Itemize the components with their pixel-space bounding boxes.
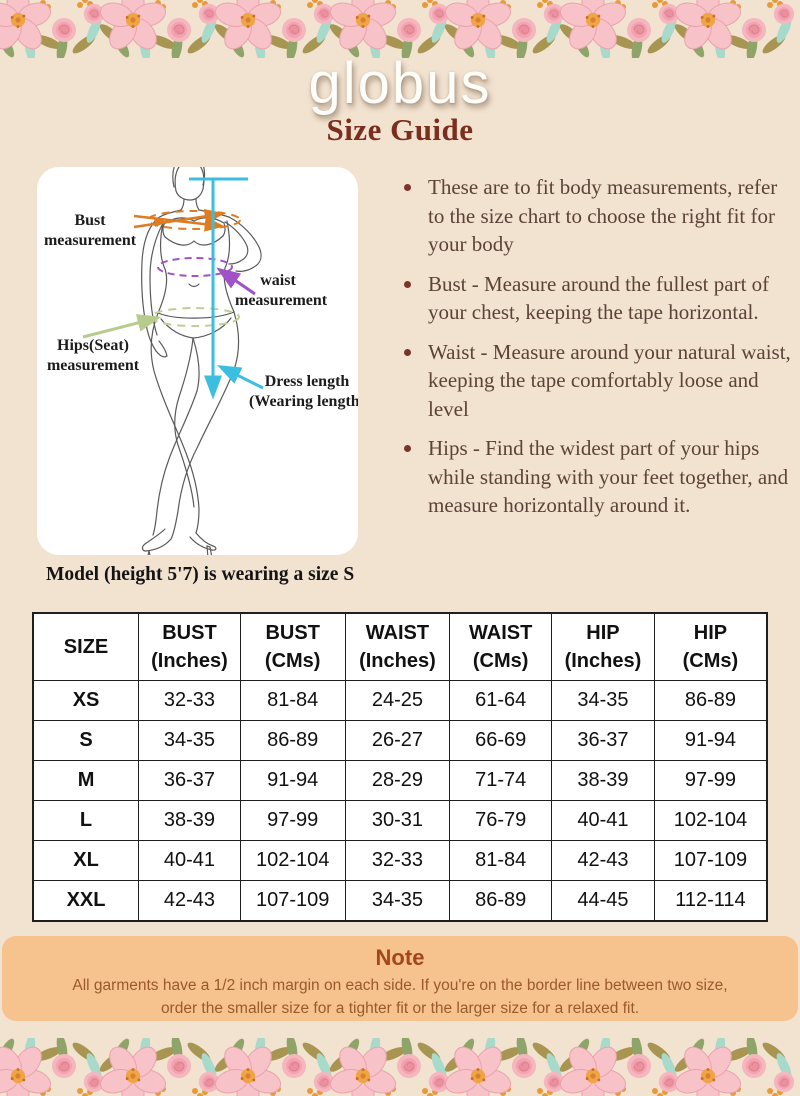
hips-measurement-label: Hips(Seat) measurement [46, 337, 140, 374]
table-header-row: SIZE BUST (Inches) BUST (CMs) WAIST (Inches… [32, 612, 768, 681]
brand-logo: globus [308, 51, 492, 116]
table-cell: 26-27 [344, 720, 451, 761]
table-cell: 38-39 [551, 760, 655, 801]
instruction-text: Hips - Find the widest part of your hips… [428, 436, 789, 517]
instruction-text: Waist - Measure around your natural wais… [428, 339, 791, 421]
note-panel: Note All garments have a 1/2 inch margin… [2, 936, 798, 1021]
table-cell: 34-35 [551, 680, 655, 721]
table-header-cell: SIZE [32, 612, 140, 681]
table-cell: 97-99 [239, 800, 346, 841]
hips-arrow-icon [82, 307, 240, 339]
size-cell: XXL [32, 880, 140, 922]
size-cell: M [32, 760, 140, 801]
table-cell: 36-37 [138, 760, 241, 801]
instructions-list: These are to fit body measurements, refe… [402, 173, 798, 531]
table-header-cell: WAIST (CMs) [449, 612, 553, 681]
size-cell: S [32, 720, 140, 761]
table-row: XL 40-41 102-104 32-33 81-84 42-43 107-1… [32, 840, 768, 881]
table-header-cell: BUST (CMs) [239, 612, 346, 681]
table-cell: 30-31 [344, 800, 451, 841]
table-cell: 97-99 [653, 760, 768, 801]
size-cell: L [32, 800, 140, 841]
table-cell: 28-29 [344, 760, 451, 801]
instruction-item: Waist - Measure around your natural wais… [402, 338, 798, 424]
table-cell: 32-33 [138, 680, 241, 721]
table-cell: 107-109 [239, 880, 346, 922]
measurement-diagram-card: Bust measurement waist measurement Hips(… [37, 167, 358, 555]
bust-arrow-icon [133, 208, 241, 232]
table-cell: 40-41 [551, 800, 655, 841]
table-header-cell: WAIST (Inches) [344, 612, 451, 681]
instruction-text: These are to fit body measurements, refe… [428, 175, 778, 256]
figure-illustration [82, 167, 264, 555]
table-cell: 40-41 [138, 840, 241, 881]
table-cell: 86-89 [449, 880, 553, 922]
bullet-dot-icon [404, 184, 411, 191]
bullet-dot-icon [404, 348, 411, 356]
table-cell: 44-45 [551, 880, 655, 922]
page-title: Size Guide [326, 112, 474, 147]
size-chart-table: SIZE BUST (Inches) BUST (CMs) WAIST (Inches… [32, 612, 768, 922]
table-cell: 91-94 [239, 760, 346, 801]
instruction-text: Bust - Measure around the fullest part o… [428, 271, 770, 325]
table-cell: 42-43 [551, 840, 655, 881]
table-cell: 24-25 [344, 680, 451, 721]
table-cell: 32-33 [344, 840, 451, 881]
dress-length-arrow-icon [189, 177, 264, 400]
table-cell: 81-84 [239, 680, 346, 721]
figure-outline [141, 167, 262, 555]
note-title: Note [375, 945, 425, 970]
instruction-item: These are to fit body measurements, refe… [402, 173, 798, 259]
table-cell: 38-39 [138, 800, 241, 841]
table-cell: 71-74 [449, 760, 553, 801]
table-cell: 81-84 [449, 840, 553, 881]
table-row: XS 32-33 81-84 24-25 61-64 34-35 86-89 [32, 680, 768, 721]
table-header-cell: HIP (Inches) [551, 612, 655, 681]
note-body: All garments have a 1/2 inch margin on e… [72, 977, 728, 1018]
instruction-item: Bust - Measure around the fullest part o… [402, 270, 798, 327]
table-cell: 102-104 [653, 800, 768, 841]
table-cell: 76-79 [449, 800, 553, 841]
table-cell: 107-109 [653, 840, 768, 881]
table-cell: 61-64 [449, 680, 553, 721]
table-cell: 86-89 [653, 680, 768, 721]
table-cell: 36-37 [551, 720, 655, 761]
table-row: M 36-37 91-94 28-29 71-74 38-39 97-99 [32, 760, 768, 801]
dress-length-label: Dress length (Wearing length) [249, 373, 358, 410]
table-row: S 34-35 86-89 26-27 66-69 36-37 91-94 [32, 720, 768, 761]
size-cell: XS [32, 680, 140, 721]
table-cell: 102-104 [239, 840, 346, 881]
instruction-item: Hips - Find the widest part of your hips… [402, 434, 798, 520]
table-cell: 34-35 [344, 880, 451, 922]
model-caption: Model (height 5'7) is wearing a size S [46, 564, 355, 585]
waist-measurement-label: waist measurement [235, 272, 328, 309]
table-row: L 38-39 97-99 30-31 76-79 40-41 102-104 [32, 800, 768, 841]
table-cell: 66-69 [449, 720, 553, 761]
bullet-dot-icon [404, 445, 411, 452]
table-header-cell: BUST (Inches) [138, 612, 241, 681]
table-header-cell: HIP (CMs) [653, 612, 768, 681]
bust-measurement-label: Bust measurement [43, 212, 137, 249]
table-cell: 34-35 [138, 720, 241, 761]
table-cell: 91-94 [653, 720, 768, 761]
waist-arrow-icon [157, 257, 256, 296]
size-cell: XL [32, 840, 140, 881]
bullet-dot-icon [404, 280, 411, 288]
table-cell: 112-114 [653, 880, 768, 922]
table-cell: 42-43 [138, 880, 241, 922]
floral-border-bottom-icon [0, 1038, 800, 1096]
table-row: XXL 42-43 107-109 34-35 86-89 44-45 112-… [32, 880, 768, 922]
table-cell: 86-89 [239, 720, 346, 761]
